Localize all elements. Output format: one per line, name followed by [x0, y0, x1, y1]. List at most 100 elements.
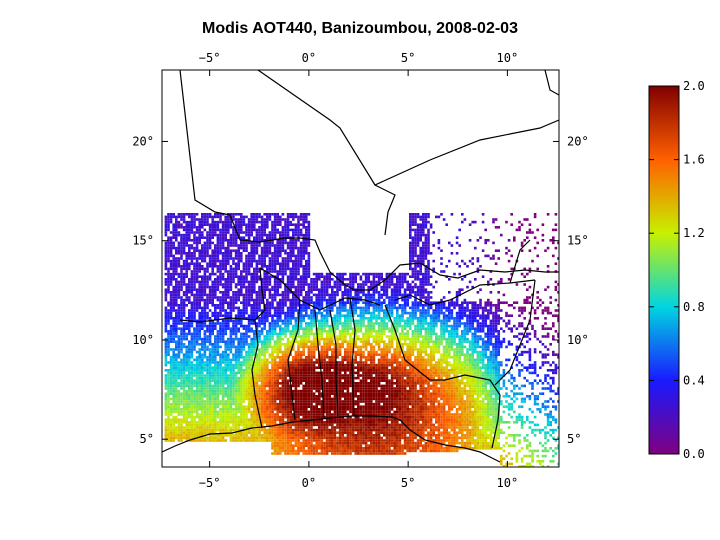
aot-pixel [237, 340, 240, 343]
aot-pixel [289, 335, 292, 338]
aot-pixel [167, 283, 170, 286]
aot-pixel [299, 402, 303, 406]
aot-pixel [180, 343, 183, 346]
aot-pixel [294, 374, 298, 377]
aot-pixel [198, 280, 201, 284]
aot-pixel [232, 436, 235, 440]
aot-pixel [216, 369, 220, 372]
aot-pixel [164, 244, 168, 247]
aot-pixel [208, 389, 212, 393]
aot-pixel [271, 337, 274, 341]
aot-pixel [234, 223, 238, 226]
aot-pixel [271, 228, 274, 232]
aot-pixel [193, 249, 196, 252]
aot-pixel [227, 272, 230, 276]
aot-pixel [224, 309, 227, 312]
aot-pixel [302, 298, 305, 302]
aot-pixel [289, 452, 292, 455]
aot-pixel [255, 397, 259, 401]
aot-pixel [276, 272, 279, 276]
aot-pixel [286, 353, 290, 356]
aot-pixel [190, 283, 194, 286]
aot-pixel [325, 389, 329, 393]
aot-pixel [242, 389, 246, 393]
aot-pixel [294, 324, 298, 328]
aot-pixel [180, 267, 183, 271]
aot-pixel [188, 324, 191, 328]
aot-pixel [338, 335, 342, 338]
aot-pixel [221, 257, 225, 260]
aot-pixel [292, 280, 295, 284]
aot-pixel [294, 363, 298, 367]
aot-pixel [258, 423, 261, 427]
aot-pixel [193, 218, 196, 221]
aot-pixel [229, 241, 233, 245]
aot-pixel [211, 348, 214, 351]
aot-pixel [214, 285, 217, 289]
aot-pixel [203, 306, 207, 310]
aot-pixel [221, 402, 225, 406]
aot-pixel [211, 231, 214, 234]
aot-pixel [211, 254, 214, 258]
aot-pixel [198, 392, 201, 395]
aot-pixel [276, 389, 279, 393]
aot-pixel [312, 410, 316, 414]
aot-pixel [284, 405, 287, 408]
aot-pixel [175, 311, 178, 315]
aot-pixel [182, 246, 186, 250]
aot-pixel [201, 220, 204, 224]
aot-pixel [297, 449, 300, 453]
aot-pixel [292, 298, 295, 302]
aot-pixel [206, 426, 209, 429]
aot-pixel [312, 340, 316, 343]
aot-pixel [297, 298, 300, 302]
aot-pixel [242, 317, 246, 320]
aot-pixel [247, 369, 251, 372]
aot-pixel [312, 335, 316, 338]
aot-pixel [198, 270, 201, 273]
aot-pixel [331, 384, 334, 388]
aot-pixel [232, 233, 235, 237]
aot-pixel [227, 353, 230, 356]
aot-pixel [232, 309, 235, 312]
aot-pixel [289, 441, 292, 445]
aot-pixel [242, 218, 246, 221]
aot-pixel [258, 421, 261, 424]
aot-pixel [263, 439, 266, 442]
aot-pixel [216, 337, 220, 341]
aot-pixel [281, 246, 285, 250]
aot-pixel [188, 387, 191, 390]
aot-pixel [232, 387, 235, 390]
aot-pixel [203, 246, 207, 250]
aot-pixel [247, 254, 251, 258]
aot-pixel [289, 257, 292, 260]
aot-pixel [299, 278, 303, 281]
aot-pixel [164, 262, 168, 265]
aot-pixel [242, 397, 246, 401]
aot-pixel [258, 226, 261, 229]
aot-pixel [305, 306, 308, 310]
aot-pixel [299, 324, 303, 328]
aot-pixel [271, 324, 274, 328]
aot-pixel [294, 371, 298, 375]
aot-pixel [172, 400, 175, 403]
aot-pixel [208, 436, 212, 440]
aot-pixel [338, 285, 342, 289]
aot-pixel [289, 301, 292, 304]
aot-pixel [255, 340, 259, 343]
aot-pixel [177, 402, 181, 406]
aot-pixel [268, 309, 272, 312]
aot-pixel [240, 223, 243, 226]
aot-pixel [289, 309, 292, 312]
aot-pixel [177, 439, 181, 442]
aot-pixel [336, 343, 339, 346]
aot-pixel [240, 283, 243, 286]
aot-pixel [182, 363, 186, 367]
aot-pixel [198, 374, 201, 377]
aot-pixel [320, 418, 324, 421]
aot-pixel [276, 363, 279, 367]
aot-pixel [208, 332, 212, 336]
aot-pixel [206, 340, 209, 343]
aot-pixel [258, 306, 261, 310]
aot-pixel [211, 215, 214, 219]
